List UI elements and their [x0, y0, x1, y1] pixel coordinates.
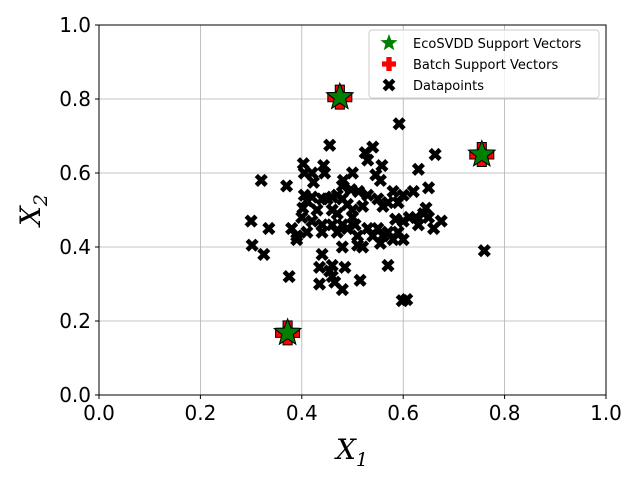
datapoint-marker: [396, 233, 410, 247]
data-points: [244, 81, 497, 346]
x-axis-label-subscript: 1: [356, 449, 368, 471]
x-tick-label: 0.8: [489, 401, 521, 425]
x-tick-label: 0.0: [83, 401, 115, 425]
y-tick-label: 0.4: [59, 235, 91, 259]
datapoint-marker: [411, 162, 425, 176]
datapoint-marker: [330, 225, 344, 239]
datapoint-marker: [411, 218, 425, 232]
datapoint-marker: [335, 240, 349, 254]
y-tick-label: 0.2: [59, 309, 91, 333]
datapoint-marker: [392, 117, 406, 131]
plot-frame: [98, 24, 607, 396]
legend: EcoSVDD Support Vectors Batch Support Vec…: [368, 29, 600, 99]
y-tick-label: 0.8: [59, 87, 91, 111]
datapoint-marker: [315, 247, 329, 261]
datapoint-marker: [361, 188, 375, 202]
datapoint-marker: [361, 153, 375, 167]
datapoint-marker: [295, 210, 309, 224]
datapoint-marker: [245, 238, 259, 252]
datapoint-marker: [391, 196, 405, 210]
datapoint-marker: [318, 166, 332, 180]
datapoint-marker: [477, 244, 491, 258]
datapoint-marker: [335, 282, 349, 297]
y-axis-label-subscript: 2: [30, 194, 52, 207]
datapoint-marker: [282, 270, 296, 284]
datapoint-marker: [296, 157, 310, 171]
datapoint-marker: [312, 260, 327, 274]
datapoint-marker: [356, 199, 370, 213]
datapoint-marker: [373, 236, 387, 250]
x-tick-label: 0.6: [387, 401, 419, 425]
ecosvdd-support-vector-marker: [467, 139, 497, 167]
x-axis-label: X1: [334, 433, 368, 471]
datapoint-marker: [373, 173, 387, 187]
y-tick-label: 0.0: [59, 383, 91, 407]
legend-datapoints-marker: [382, 78, 396, 92]
legend-batch-support-vector-label: Batch Support Vectors: [413, 58, 558, 73]
datapoint-marker: [381, 258, 395, 273]
datapoint-marker: [428, 147, 442, 162]
y-tick-label: 0.6: [59, 161, 91, 185]
ecosvdd-support-vector-marker: [325, 81, 355, 110]
datapoint-marker: [310, 203, 324, 217]
axis-ticks: 0.0 0.2 0.4 0.6 0.8 1.0 0.0 0.2 0.4 0.6 0.8 1.0: [59, 13, 622, 425]
y-axis-label: X2: [14, 194, 52, 228]
legend-batch-support-vector-marker: [382, 57, 396, 71]
datapoint-marker: [305, 214, 319, 228]
datapoint-marker: [280, 179, 294, 193]
datapoint-marker: [406, 184, 420, 199]
legend-ecosvdd-support-vector-marker: [380, 34, 398, 51]
legend-datapoints-label: Datapoints: [413, 79, 484, 94]
datapoint-marker: [353, 273, 367, 287]
datapoint-marker: [262, 221, 276, 236]
y-tick-label: 1.0: [59, 13, 91, 37]
datapoint-marker: [386, 184, 400, 199]
datapoint-marker: [323, 138, 337, 152]
legend-ecosvdd-support-vector-label: EcoSVDD Support Vectors: [413, 37, 582, 52]
datapoint-marker: [356, 240, 370, 254]
datapoint-marker: [312, 277, 327, 291]
datapoint-marker: [400, 292, 414, 307]
datapoint-marker: [290, 233, 304, 247]
x-tick-label: 0.2: [184, 401, 216, 425]
datapoint-marker: [338, 260, 352, 274]
datapoint-marker: [306, 175, 321, 189]
datapoint-marker: [305, 166, 319, 180]
datapoint-marker: [257, 247, 271, 261]
x-tick-label: 1.0: [590, 401, 622, 425]
datapoint-marker: [296, 201, 310, 215]
x-tick-label: 0.4: [286, 401, 318, 425]
datapoint-marker: [330, 207, 344, 221]
legend-frame: [368, 29, 600, 99]
ecosvdd-support-vector-marker: [272, 317, 303, 346]
datapoint-marker: [244, 214, 258, 228]
datapoint-marker: [427, 221, 441, 236]
datapoint-marker: [254, 173, 268, 187]
datapoint-marker: [315, 225, 329, 239]
datapoint-marker: [421, 181, 436, 195]
